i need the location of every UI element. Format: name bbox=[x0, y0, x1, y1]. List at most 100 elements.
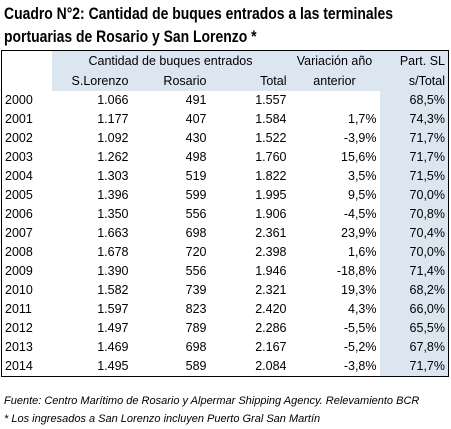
cell: 1.582 bbox=[97, 283, 129, 297]
data-table: Cantidad de buques entrados Variación añ… bbox=[1, 50, 449, 377]
year-cell: 2001 bbox=[5, 112, 33, 126]
year-cell: 2012 bbox=[5, 321, 33, 335]
cell: 1.497 bbox=[97, 321, 129, 335]
cell: 1.760 bbox=[255, 150, 287, 164]
cell: 491 bbox=[185, 93, 207, 107]
cell: 1.350 bbox=[97, 207, 129, 221]
cell: 1.066 bbox=[97, 93, 129, 107]
cell: 1.995 bbox=[255, 188, 287, 202]
year-cell: 2010 bbox=[5, 283, 33, 297]
cell: 739 bbox=[185, 283, 207, 297]
cell: 2.321 bbox=[255, 283, 287, 297]
year-cell: 2014 bbox=[5, 359, 33, 373]
cell: 65,5% bbox=[379, 319, 449, 338]
cell: 1.663 bbox=[97, 226, 129, 240]
cell: 407 bbox=[185, 112, 207, 126]
cell: 2.286 bbox=[255, 321, 287, 335]
column-header: Variación año bbox=[289, 50, 380, 71]
group-header: Cantidad de buques entrados bbox=[51, 50, 290, 71]
cell: 430 bbox=[185, 131, 207, 145]
cell: 1.396 bbox=[97, 188, 129, 202]
cell: 1.906 bbox=[255, 207, 287, 221]
cell bbox=[1, 71, 52, 91]
cell: 1.092 bbox=[97, 131, 129, 145]
cell: 1.262 bbox=[97, 150, 129, 164]
cell: 70,0% bbox=[379, 186, 449, 205]
cell: 15,6% bbox=[341, 150, 377, 164]
table-row: 2007 1.663 698 2.361 23,9% 70,4% bbox=[2, 224, 449, 243]
footnote: * Los ingresados a San Lorenzo incluyen … bbox=[4, 413, 321, 425]
year-cell: 2011 bbox=[5, 302, 32, 316]
header-row: Cantidad de buques entrados Variación añ… bbox=[1, 50, 449, 71]
cell bbox=[1, 50, 52, 71]
column-header: s/Total bbox=[379, 71, 449, 91]
cell: 589 bbox=[185, 359, 207, 373]
table-row: 2008 1.678 720 2.398 1,6% 70,0% bbox=[2, 243, 449, 262]
cell: 2.084 bbox=[255, 359, 287, 373]
year-cell: 2002 bbox=[5, 131, 33, 145]
column-header: Part. SL bbox=[379, 50, 449, 71]
source-note: Fuente: Centro Marítimo de Rosario y Alp… bbox=[4, 395, 420, 407]
table-row: 2005 1.396 599 1.995 9,5% 70,0% bbox=[2, 186, 449, 205]
cell: 698 bbox=[185, 226, 207, 240]
cell: 68,5% bbox=[379, 91, 449, 110]
cell: 71,4% bbox=[379, 262, 449, 281]
cell: 698 bbox=[185, 340, 207, 354]
table-row: 2000 1.066 491 1.557 68,5% bbox=[2, 91, 449, 110]
column-header: S.Lorenzo bbox=[51, 71, 132, 91]
cell: 9,5% bbox=[348, 188, 377, 202]
year-cell: 2009 bbox=[5, 264, 33, 278]
table-row: 2014 1.495 589 2.084 -3,8% 71,7% bbox=[2, 357, 449, 377]
cell: -18,8% bbox=[336, 264, 377, 278]
cell: 2.361 bbox=[255, 226, 287, 240]
cell: 19,3% bbox=[341, 283, 377, 297]
cell: 1.177 bbox=[97, 112, 129, 126]
cell: 71,7% bbox=[379, 148, 449, 167]
cell: 68,2% bbox=[379, 281, 449, 300]
cell: 1.822 bbox=[255, 169, 287, 183]
cell: 2.167 bbox=[255, 340, 287, 354]
cell: 1.597 bbox=[97, 302, 129, 316]
cell: 2.420 bbox=[255, 302, 287, 316]
year-cell: 2006 bbox=[5, 207, 33, 221]
cell: 556 bbox=[185, 264, 207, 278]
column-header: Total bbox=[209, 71, 290, 91]
cell: -5,2% bbox=[343, 340, 377, 354]
header-row: S.Lorenzo Rosario Total anterior s/Total bbox=[1, 71, 449, 91]
cell: 1.946 bbox=[255, 264, 287, 278]
cell: 1.469 bbox=[97, 340, 129, 354]
table-row: 2010 1.582 739 2.321 19,3% 68,2% bbox=[2, 281, 449, 300]
year-cell: 2000 bbox=[5, 93, 33, 107]
cell: 23,9% bbox=[341, 226, 377, 240]
cell: 74,3% bbox=[379, 110, 449, 129]
year-cell: 2004 bbox=[5, 169, 33, 183]
table-row: 2006 1.350 556 1.906 -4,5% 70,8% bbox=[2, 205, 449, 224]
cell: 1.522 bbox=[255, 131, 287, 145]
cell: 823 bbox=[185, 302, 207, 316]
table-row: 2011 1.597 823 2.420 4,3% 66,0% bbox=[2, 300, 449, 319]
year-cell: 2007 bbox=[5, 226, 33, 240]
cell: 519 bbox=[185, 169, 207, 183]
year-cell: 2008 bbox=[5, 245, 33, 259]
cell: 71,7% bbox=[379, 357, 449, 377]
cell: 1.557 bbox=[255, 93, 287, 107]
table-row: 2009 1.390 556 1.946 -18,8% 71,4% bbox=[2, 262, 449, 281]
cell: 71,7% bbox=[379, 129, 449, 148]
cell: 4,3% bbox=[348, 302, 377, 316]
table-row: 2012 1.497 789 2.286 -5,5% 65,5% bbox=[2, 319, 449, 338]
cell: 599 bbox=[185, 188, 207, 202]
cell: -5,5% bbox=[343, 321, 377, 335]
table-row: 2004 1.303 519 1.822 3,5% 71,5% bbox=[2, 167, 449, 186]
cell: -3,9% bbox=[343, 131, 377, 145]
cell: 1.678 bbox=[97, 245, 129, 259]
cell bbox=[290, 91, 380, 110]
cell: 1.584 bbox=[255, 112, 287, 126]
cell: 1.390 bbox=[97, 264, 129, 278]
cell: 498 bbox=[185, 150, 207, 164]
cell: -4,5% bbox=[343, 207, 377, 221]
table-row: 2013 1.469 698 2.167 -5,2% 67,8% bbox=[2, 338, 449, 357]
cell: 70,4% bbox=[379, 224, 449, 243]
cell: 1.303 bbox=[97, 169, 129, 183]
cell: 71,5% bbox=[379, 167, 449, 186]
